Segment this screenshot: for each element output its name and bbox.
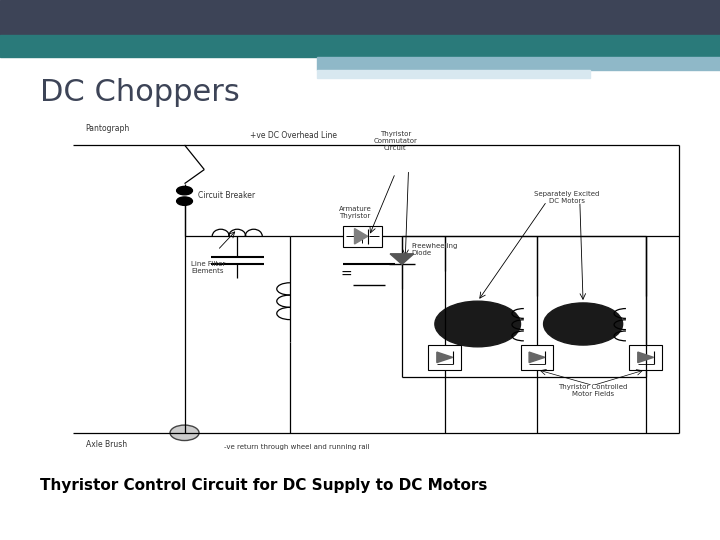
- Text: Axle Brush: Axle Brush: [86, 440, 127, 449]
- Text: Circuit Breaker: Circuit Breaker: [198, 191, 255, 200]
- Polygon shape: [529, 352, 545, 363]
- Text: DC Choppers: DC Choppers: [40, 78, 239, 107]
- Circle shape: [544, 303, 623, 345]
- Text: Freewheeling
Diode: Freewheeling Diode: [412, 243, 458, 256]
- Text: Line Filter
Elements: Line Filter Elements: [191, 261, 225, 274]
- Circle shape: [170, 425, 199, 441]
- Bar: [629, 345, 662, 369]
- Text: Armature
Thyristor: Armature Thyristor: [339, 206, 372, 219]
- Text: Thyristor Control Circuit for DC Supply to DC Motors: Thyristor Control Circuit for DC Supply …: [40, 478, 487, 493]
- Text: Thyristor Controlled
Motor Fields: Thyristor Controlled Motor Fields: [558, 383, 628, 397]
- Bar: [521, 345, 554, 369]
- Bar: [428, 345, 462, 369]
- Circle shape: [176, 197, 192, 205]
- Text: -ve return through wheel and running rail: -ve return through wheel and running rai…: [224, 444, 369, 450]
- Text: =: =: [341, 268, 353, 282]
- Text: Thyristor
Commutator
Circuit: Thyristor Commutator Circuit: [374, 131, 418, 151]
- Bar: [343, 226, 382, 247]
- Circle shape: [176, 186, 192, 195]
- Text: Pantograph: Pantograph: [86, 124, 130, 133]
- Polygon shape: [638, 352, 654, 363]
- Polygon shape: [437, 352, 453, 363]
- Polygon shape: [354, 228, 368, 244]
- Text: +ve DC Overhead Line: +ve DC Overhead Line: [251, 131, 338, 140]
- Text: Separately Excited
DC Motors: Separately Excited DC Motors: [534, 191, 599, 204]
- Circle shape: [435, 301, 521, 347]
- Polygon shape: [390, 254, 414, 264]
